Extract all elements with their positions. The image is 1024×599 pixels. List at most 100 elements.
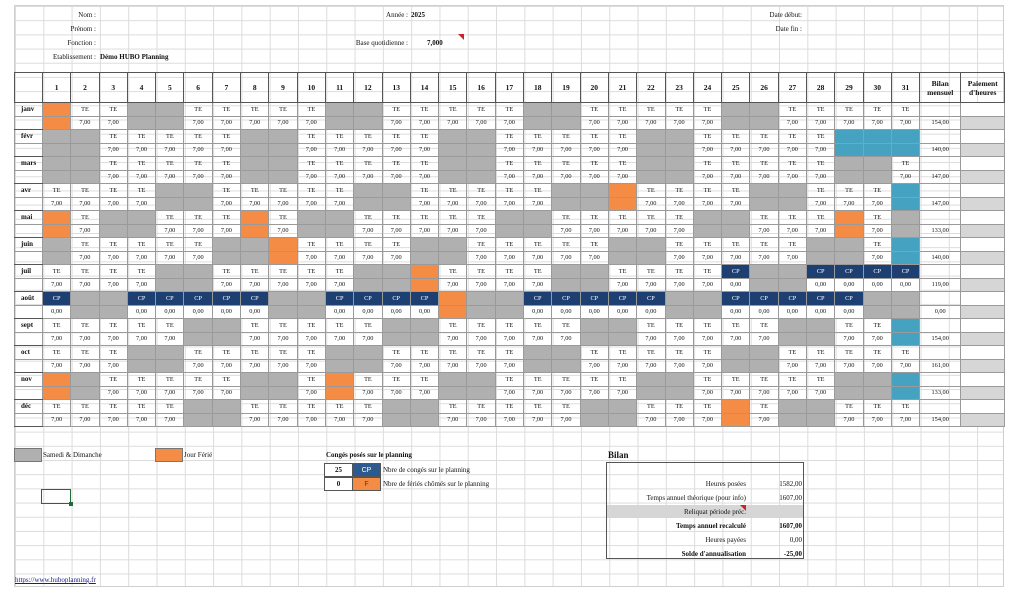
work-code-cell[interactable]: TE	[409, 102, 440, 117]
work-hours-cell[interactable]: 7,00	[466, 277, 496, 292]
work-code-cell[interactable]: TE	[749, 399, 779, 414]
work-code-cell[interactable]: TE	[126, 399, 157, 414]
work-code-cell[interactable]: TE	[381, 156, 411, 171]
holiday-cell[interactable]	[834, 210, 864, 225]
weekend-cell[interactable]	[155, 196, 185, 211]
work-hours-cell[interactable]: 7,00	[494, 142, 525, 157]
cp-code-cell[interactable]: CP	[834, 291, 864, 306]
work-hours-cell[interactable]: 7,00	[523, 250, 553, 265]
work-code-cell[interactable]: TE	[494, 156, 525, 171]
weekend-cell[interactable]	[211, 399, 242, 414]
work-hours-cell[interactable]: 7,00	[551, 385, 581, 400]
cp-code-cell[interactable]: CP	[551, 291, 581, 306]
work-code-cell[interactable]: TE	[466, 399, 496, 414]
work-code-cell[interactable]: TE	[749, 129, 779, 144]
weekend-cell[interactable]	[664, 291, 694, 306]
work-hours-cell[interactable]: 7,00	[353, 412, 383, 427]
work-hours-cell[interactable]: 7,00	[862, 223, 892, 238]
cp-hours-cell[interactable]: 0,00	[749, 304, 779, 319]
cp-hours-cell[interactable]: 0,00	[721, 277, 751, 292]
work-hours-cell[interactable]: 7,00	[98, 412, 128, 427]
weekend-cell[interactable]	[579, 331, 609, 346]
work-code-cell[interactable]: TE	[98, 183, 128, 198]
work-code-cell[interactable]: TE	[409, 156, 440, 171]
work-code-cell[interactable]: TE	[438, 345, 468, 360]
work-hours-cell[interactable]: 7,00	[155, 169, 185, 184]
weekend-cell[interactable]	[155, 264, 185, 279]
weekend-cell[interactable]	[183, 264, 213, 279]
invalid-day-cell[interactable]	[890, 385, 921, 400]
cp-code-cell[interactable]: CP	[240, 291, 270, 306]
weekend-cell[interactable]	[523, 223, 553, 238]
work-hours-cell[interactable]: 7,00	[692, 115, 723, 130]
weekend-cell[interactable]	[664, 142, 694, 157]
work-code-cell[interactable]: TE	[551, 372, 581, 387]
weekend-cell[interactable]	[777, 318, 808, 333]
work-hours-cell[interactable]: 7,00	[523, 331, 553, 346]
work-code-cell[interactable]: TE	[551, 156, 581, 171]
work-hours-cell[interactable]: 7,00	[692, 331, 723, 346]
work-hours-cell[interactable]: 7,00	[579, 250, 609, 265]
work-code-cell[interactable]: TE	[183, 156, 213, 171]
work-code-cell[interactable]: TE	[834, 183, 864, 198]
work-code-cell[interactable]: TE	[409, 183, 440, 198]
work-hours-cell[interactable]: 7,00	[579, 115, 609, 130]
work-hours-cell[interactable]: 7,00	[353, 142, 383, 157]
work-code-cell[interactable]: TE	[41, 345, 72, 360]
weekend-cell[interactable]	[607, 399, 638, 414]
work-hours-cell[interactable]: 7,00	[381, 223, 411, 238]
work-hours-cell[interactable]: 7,00	[466, 331, 496, 346]
work-hours-cell[interactable]: 7,00	[692, 142, 723, 157]
work-code-cell[interactable]: TE	[126, 264, 157, 279]
weekend-cell[interactable]	[862, 372, 892, 387]
weekend-cell[interactable]	[494, 304, 525, 319]
weekend-cell[interactable]	[98, 223, 128, 238]
weekend-cell[interactable]	[523, 115, 553, 130]
weekend-cell[interactable]	[721, 210, 751, 225]
work-code-cell[interactable]: TE	[438, 264, 468, 279]
work-hours-cell[interactable]: 7,00	[806, 169, 836, 184]
work-hours-cell[interactable]: 7,00	[183, 358, 213, 373]
weekend-cell[interactable]	[324, 115, 355, 130]
work-code-cell[interactable]: TE	[777, 237, 808, 252]
weekend-cell[interactable]	[438, 372, 468, 387]
work-code-cell[interactable]: TE	[607, 345, 638, 360]
weekend-cell[interactable]	[749, 264, 779, 279]
work-hours-cell[interactable]: 7,00	[381, 250, 411, 265]
work-code-cell[interactable]: TE	[211, 129, 242, 144]
paiement-input[interactable]	[960, 223, 1006, 238]
cp-hours-cell[interactable]: 0,00	[381, 304, 411, 319]
work-code-cell[interactable]: TE	[890, 345, 921, 360]
cp-code-cell[interactable]: CP	[183, 291, 213, 306]
work-code-cell[interactable]: TE	[806, 345, 836, 360]
work-hours-cell[interactable]: 7,00	[692, 196, 723, 211]
weekend-cell[interactable]	[381, 318, 411, 333]
work-code-cell[interactable]: TE	[98, 156, 128, 171]
weekend-cell[interactable]	[551, 183, 581, 198]
work-hours-cell[interactable]: 7,00	[551, 412, 581, 427]
work-hours-cell[interactable]: 7,00	[268, 277, 298, 292]
work-hours-cell[interactable]: 7,00	[721, 196, 751, 211]
work-code-cell[interactable]: TE	[353, 210, 383, 225]
holiday-cell[interactable]	[438, 291, 468, 306]
work-hours-cell[interactable]: 7,00	[98, 385, 128, 400]
work-hours-cell[interactable]: 7,00	[664, 250, 694, 265]
work-code-cell[interactable]: TE	[268, 210, 298, 225]
weekend-cell[interactable]	[268, 129, 298, 144]
weekend-cell[interactable]	[240, 169, 270, 184]
work-code-cell[interactable]: TE	[126, 237, 157, 252]
weekend-cell[interactable]	[183, 277, 213, 292]
work-code-cell[interactable]: TE	[126, 183, 157, 198]
weekend-cell[interactable]	[749, 345, 779, 360]
invalid-day-cell[interactable]	[890, 142, 921, 157]
work-hours-cell[interactable]: 7,00	[438, 277, 468, 292]
work-hours-cell[interactable]: 7,00	[324, 142, 355, 157]
weekend-cell[interactable]	[636, 156, 666, 171]
paiement-input[interactable]	[960, 196, 1006, 211]
work-hours-cell[interactable]: 7,00	[353, 223, 383, 238]
work-code-cell[interactable]: TE	[636, 210, 666, 225]
weekend-cell[interactable]	[664, 129, 694, 144]
weekend-cell[interactable]	[126, 115, 157, 130]
work-code-cell[interactable]: TE	[438, 399, 468, 414]
work-hours-cell[interactable]: 7,00	[466, 412, 496, 427]
